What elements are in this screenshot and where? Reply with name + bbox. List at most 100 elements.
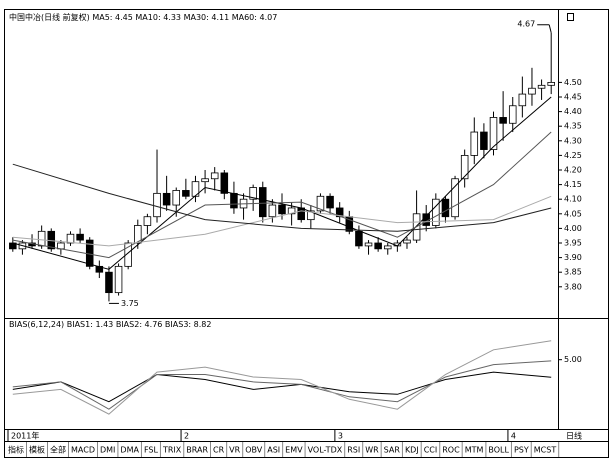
tab-label[interactable]: 模板 <box>29 445 45 455</box>
candle-body <box>364 242 373 247</box>
candle-body <box>172 190 181 206</box>
tab-label[interactable]: ASI <box>267 446 280 455</box>
candle-body <box>287 207 296 215</box>
indicator-line <box>12 360 552 410</box>
tab-label[interactable]: FSL <box>144 446 159 455</box>
indicator-line <box>12 96 552 270</box>
candle-body <box>537 84 546 89</box>
annotation-arrow <box>548 24 552 33</box>
candle-body <box>528 87 536 95</box>
tab-label[interactable]: KDJ <box>405 446 419 455</box>
candle-body <box>374 242 382 250</box>
y-tick-label: 3.90 <box>564 253 582 262</box>
y-tick-label: 4.40 <box>564 107 582 116</box>
y-tick-label: 4.35 <box>564 122 582 131</box>
frame <box>4 9 609 458</box>
candle-body <box>182 190 190 197</box>
candle-body <box>210 172 219 180</box>
y-tick-label: 5.00 <box>564 355 582 364</box>
y-tick-label: 4.25 <box>564 151 582 160</box>
annotation: 4.67 <box>517 19 535 28</box>
indicator-line <box>12 131 552 259</box>
y-tick-label: 4.50 <box>564 78 582 87</box>
tab-label[interactable]: DMI <box>100 446 115 455</box>
candle-body <box>37 230 46 247</box>
tab-label[interactable]: CR <box>213 446 225 455</box>
indicator-line <box>12 371 552 403</box>
indicator-line <box>12 195 552 247</box>
tab-label[interactable]: WR <box>365 446 379 455</box>
candle-body <box>508 105 517 124</box>
tab-label[interactable]: 全部 <box>50 445 66 455</box>
y-tick-label: 4.45 <box>564 93 582 102</box>
indicator-line <box>12 340 552 415</box>
y-tick-label: 4.20 <box>564 166 582 175</box>
candle-body <box>383 245 392 250</box>
tab-label[interactable]: PSY <box>514 446 529 455</box>
candle-body <box>547 82 555 86</box>
candle-body <box>316 195 325 212</box>
tab-label[interactable]: ROC <box>442 446 460 455</box>
tab-label[interactable]: MTM <box>465 446 484 455</box>
y-tick-label: 4.15 <box>564 180 582 189</box>
panel-title: 中国中冶(日线 前复权) <box>9 12 90 22</box>
window-icon[interactable] <box>567 13 574 21</box>
x-tick-label: 3 <box>338 432 343 441</box>
y-tick-label: 3.85 <box>564 268 582 277</box>
candle-body <box>124 242 132 267</box>
candle-body <box>441 198 450 218</box>
candle-body <box>268 204 277 218</box>
candle-body <box>403 239 411 244</box>
tab-label[interactable]: OBV <box>245 446 263 455</box>
candle-body <box>259 187 267 218</box>
tab-label[interactable]: CCI <box>424 446 438 455</box>
y-tick-label: 3.95 <box>564 239 582 248</box>
x-tick-label: 2 <box>184 432 189 441</box>
chart-layer: 3.80 3.85 3.90 3.95 4.00 4.05 4.10 4.15 4.20 4.25… <box>7 12 582 457</box>
y-tick-label: 4.00 <box>564 224 582 233</box>
legend-entry: BIAS3: 8.82 <box>165 320 212 329</box>
tab-label[interactable]: BRAR <box>186 446 208 455</box>
corner-label: 日线 <box>566 431 582 441</box>
candle-body <box>134 225 142 244</box>
candle-body <box>114 265 123 294</box>
legend-entry: BIAS2: 4.76 <box>116 320 163 329</box>
candle-body <box>489 117 498 150</box>
x-tick-label: 2011年 <box>11 431 39 441</box>
candle-body <box>451 178 459 218</box>
tab-label[interactable]: RSI <box>347 446 360 455</box>
candle-body <box>162 192 171 206</box>
tab-label[interactable]: MACD <box>71 446 95 455</box>
candle-body <box>143 216 152 226</box>
y-tick-label: 4.05 <box>564 209 582 218</box>
legend-entry: BIAS1: 1.43 <box>67 320 114 329</box>
tab-label[interactable]: MCST <box>534 446 557 455</box>
candle-body <box>335 207 344 218</box>
candle-body <box>307 210 315 221</box>
indicator-line <box>12 163 552 232</box>
panel-title: BIAS(6,12,24) <box>9 320 64 329</box>
tab-label[interactable]: SAR <box>384 446 401 455</box>
tab-label[interactable]: VR <box>229 446 240 455</box>
candle-body <box>480 131 488 150</box>
tab-label[interactable]: TRIX <box>162 446 182 455</box>
candle-body <box>355 230 363 247</box>
candle-body <box>230 192 238 209</box>
candle-body <box>249 187 257 200</box>
candle-body <box>201 178 209 183</box>
candle-body <box>326 195 334 209</box>
tab-label[interactable]: 指标 <box>8 445 24 455</box>
y-tick-label: 3.80 <box>564 282 582 291</box>
tab-label[interactable]: BOLL <box>488 446 509 455</box>
tab-label[interactable]: EMV <box>285 446 303 455</box>
tab-label[interactable]: DMA <box>120 446 139 455</box>
candle-body <box>297 207 305 221</box>
candle-body <box>470 131 479 156</box>
y-tick-label: 4.10 <box>564 195 582 204</box>
candle-body <box>76 233 84 241</box>
candle-body <box>105 271 113 294</box>
tab-label[interactable]: VOL-TDX <box>308 446 343 455</box>
candle-body <box>432 198 440 226</box>
